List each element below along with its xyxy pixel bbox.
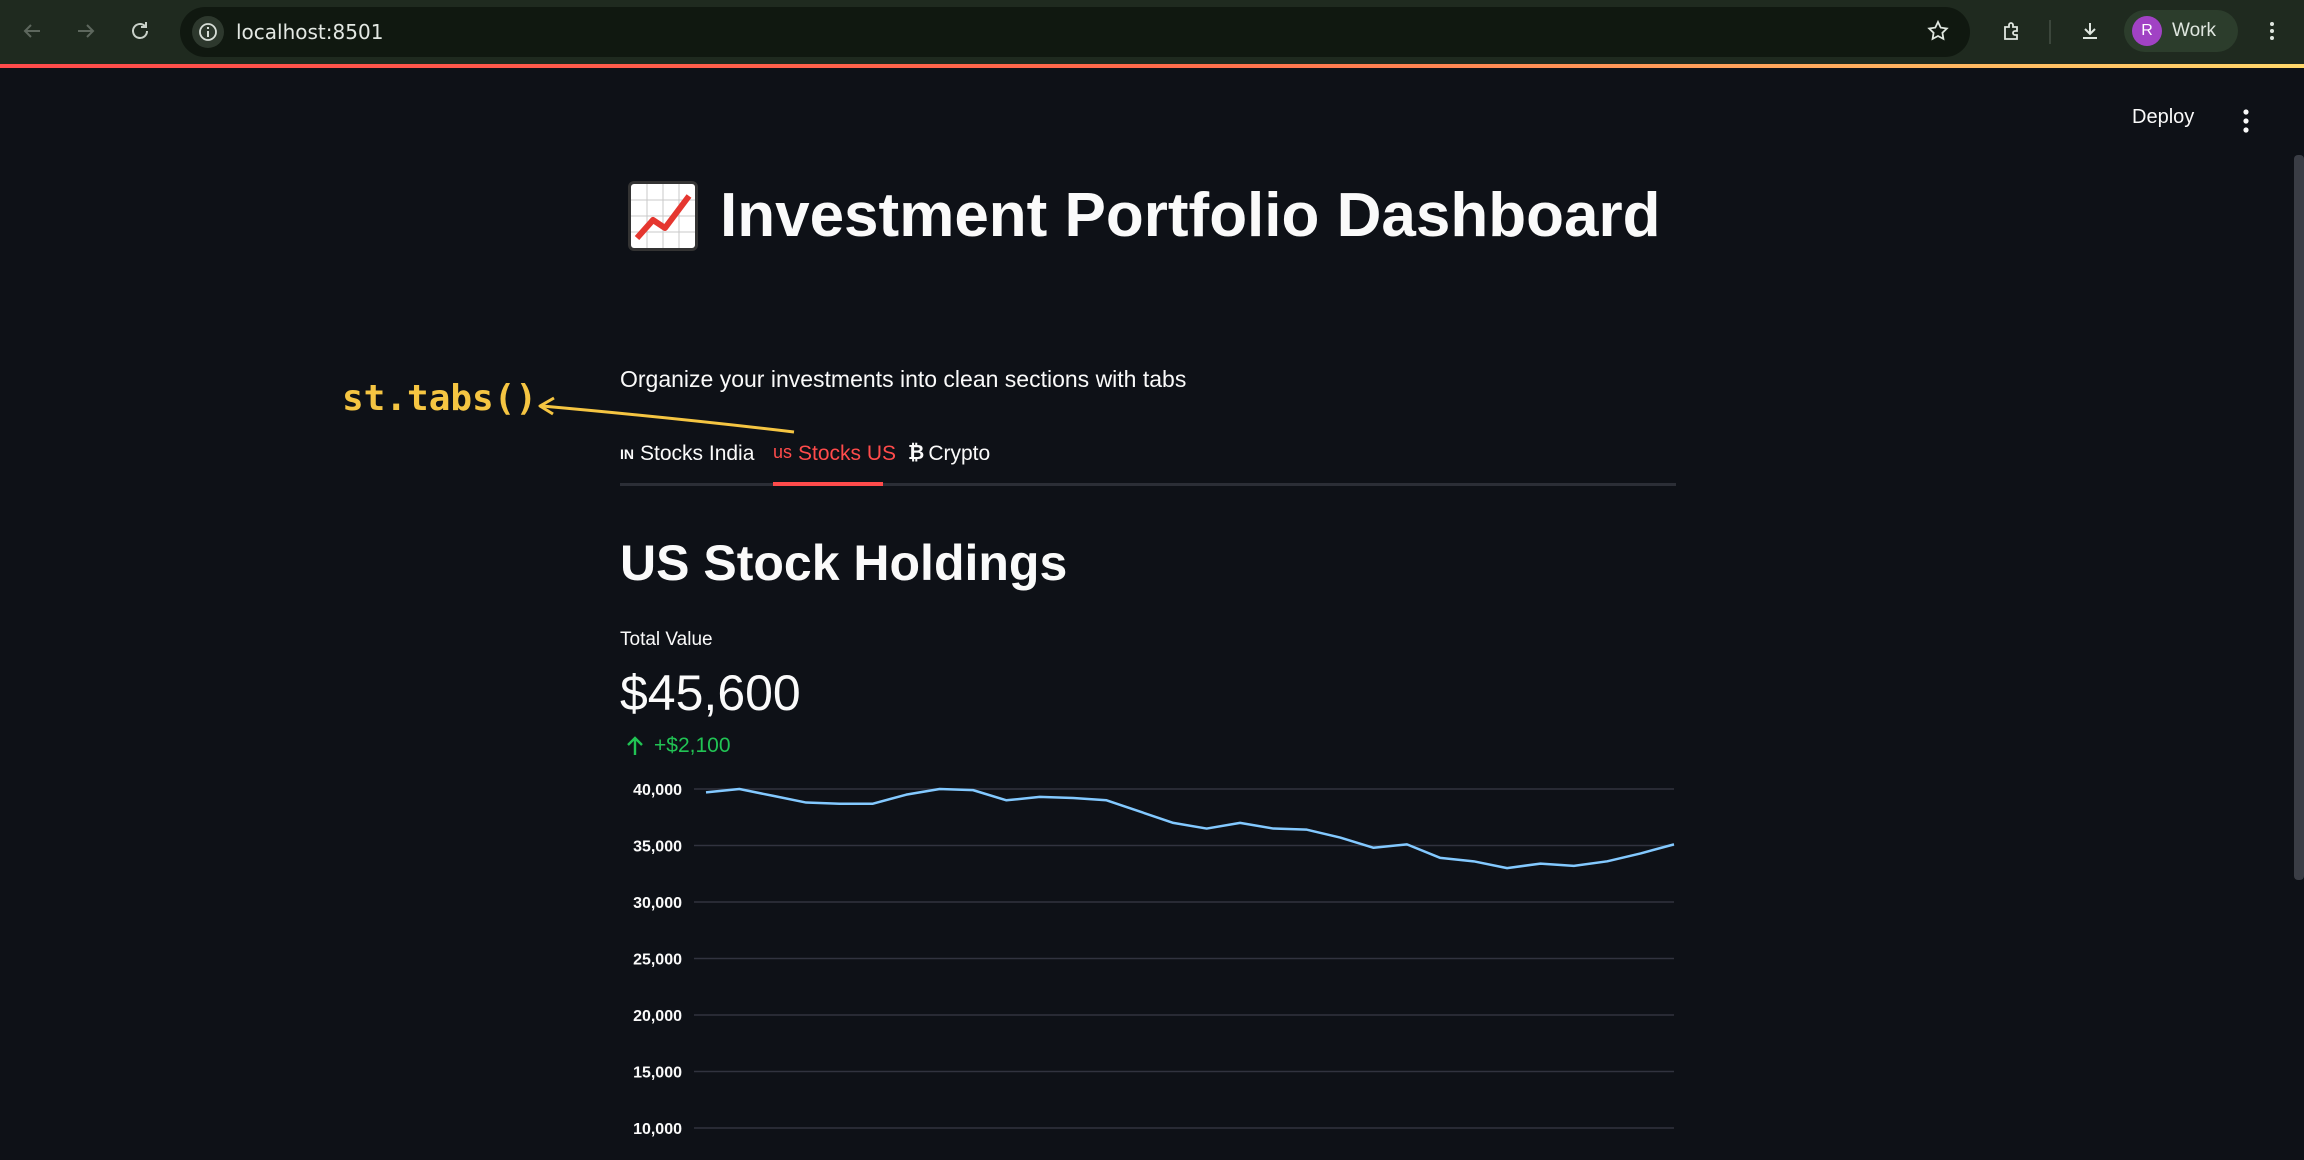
y-tick-label: 40,000 xyxy=(633,782,682,799)
y-tick-label: 10,000 xyxy=(633,1121,682,1138)
section-title: US Stock Holdings xyxy=(620,535,1068,591)
forward-button[interactable] xyxy=(66,11,106,51)
downloads-button[interactable] xyxy=(2070,11,2110,51)
arrow-left-icon xyxy=(23,24,40,38)
active-tab-indicator xyxy=(773,482,883,486)
scrollbar[interactable] xyxy=(2294,155,2304,880)
line-chart[interactable]: 40,000 35,000 30,000 25,000 20,000 15,000 10,0… xyxy=(610,770,1690,1160)
main-menu-icon[interactable] xyxy=(2236,108,2256,134)
chart-increasing-icon xyxy=(628,180,698,251)
arrow-up-icon xyxy=(627,736,643,755)
address-bar[interactable]: localhost:8501 xyxy=(180,7,1970,57)
series-line xyxy=(705,787,1675,870)
reload-icon xyxy=(132,22,148,39)
tabs-annotation: st.tabs() xyxy=(342,378,538,419)
tab-bar: IN Stocks India us Stocks US ₿ Crypto xyxy=(620,438,1676,486)
metric-delta: +$2,100 xyxy=(624,734,731,758)
y-tick-label: 35,000 xyxy=(633,839,682,856)
tab-flag: us xyxy=(773,442,793,462)
y-tick-label: 30,000 xyxy=(633,895,682,912)
back-button[interactable] xyxy=(12,11,52,51)
deploy-button[interactable]: Deploy xyxy=(2132,106,2195,128)
tab-stocks-india[interactable]: IN Stocks India xyxy=(620,438,754,486)
page-title-row: Investment Portfolio Dashboard xyxy=(628,180,1660,251)
reload-button[interactable] xyxy=(120,11,160,51)
y-tick-label: 25,000 xyxy=(633,952,682,969)
site-info-icon[interactable] xyxy=(192,16,224,48)
bitcoin-icon: ₿ xyxy=(908,442,925,464)
tab-stocks-us[interactable]: us Stocks US xyxy=(773,438,896,486)
app-header-decoration xyxy=(0,64,2304,68)
toolbar-separator xyxy=(2049,20,2051,44)
tab-crypto[interactable]: ₿ Crypto xyxy=(908,438,990,486)
profile-label: Work xyxy=(2172,20,2216,41)
tab-label: Stocks India xyxy=(640,442,755,465)
avatar: R xyxy=(2132,16,2162,46)
tab-flag: IN xyxy=(620,446,634,462)
puzzle-icon xyxy=(2004,22,2018,40)
browser-menu-button[interactable] xyxy=(2252,11,2292,51)
page-title: Investment Portfolio Dashboard xyxy=(720,181,1661,250)
arrow-right-icon xyxy=(78,24,95,38)
page-subtitle: Organize your investments into clean sec… xyxy=(620,366,1187,392)
browser-toolbar: localhost:8501 R Work xyxy=(0,0,2304,64)
download-icon xyxy=(2083,23,2097,39)
vertical-dots-icon xyxy=(2270,22,2274,40)
url-text: localhost:8501 xyxy=(236,20,384,44)
extensions-button[interactable] xyxy=(1992,11,2032,51)
tab-label: Stocks US xyxy=(798,442,897,465)
tab-label: Crypto xyxy=(928,442,991,465)
annotation-arrow-icon xyxy=(538,396,795,434)
profile-button[interactable]: R Work xyxy=(2124,10,2238,52)
y-tick-label: 15,000 xyxy=(633,1065,682,1082)
y-tick-label: 20,000 xyxy=(633,1008,682,1025)
metric-label: Total Value xyxy=(620,629,713,650)
metric-value: $45,600 xyxy=(620,665,801,721)
metric-delta-value: +$2,100 xyxy=(654,734,731,757)
bookmark-star-icon[interactable] xyxy=(1926,19,1950,48)
